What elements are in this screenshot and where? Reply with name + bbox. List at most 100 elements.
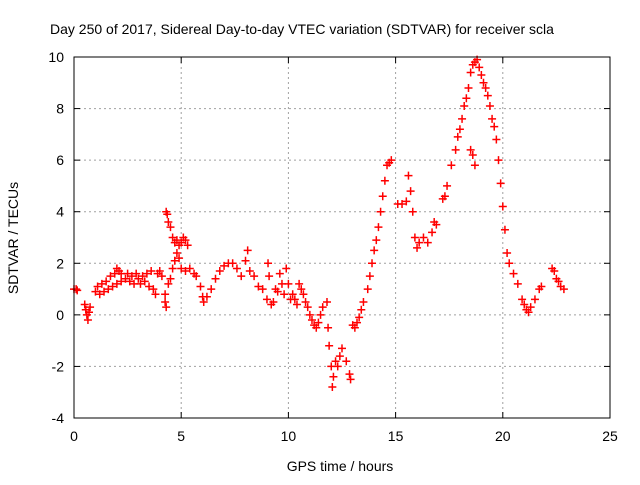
data-point: [104, 285, 113, 294]
y-axis-label: SDTVAR / TECUs: [5, 182, 21, 294]
plot-frame: [73, 56, 611, 419]
data-point: [488, 114, 497, 123]
data-point: [164, 218, 173, 227]
data-point: [408, 207, 417, 216]
data-point: [250, 272, 259, 281]
data-point: [241, 256, 250, 265]
data-point: [93, 282, 102, 291]
data-point: [232, 264, 241, 273]
data-point: [177, 238, 186, 247]
x-tick-label: 15: [388, 428, 404, 444]
data-point: [303, 303, 312, 312]
data-point: [192, 272, 201, 281]
data-point: [530, 295, 539, 304]
data-point: [316, 310, 325, 319]
x-tick-label: 0: [70, 428, 78, 444]
y-tick-label: -2: [52, 358, 65, 374]
data-point: [284, 279, 293, 288]
data-point: [415, 238, 424, 247]
x-tick-label: 10: [281, 428, 297, 444]
data-point: [282, 264, 291, 273]
data-point: [404, 171, 413, 180]
data-point: [297, 285, 306, 294]
data-point: [312, 323, 321, 332]
data-point: [368, 259, 377, 268]
data-point: [134, 274, 143, 283]
data-point: [245, 267, 254, 276]
data-point: [127, 272, 136, 281]
data-point: [243, 246, 252, 255]
data-point: [470, 161, 479, 170]
data-point: [374, 223, 383, 232]
data-point: [175, 254, 184, 263]
data-point: [151, 290, 160, 299]
data-point: [460, 101, 469, 110]
data-point: [86, 303, 95, 312]
data-point: [132, 269, 141, 278]
data-point: [196, 282, 205, 291]
data-point: [443, 181, 452, 190]
data-point: [301, 297, 310, 306]
data-point: [211, 274, 220, 283]
data-point: [550, 267, 559, 276]
data-point: [254, 282, 263, 291]
data-point: [490, 122, 499, 131]
data-point: [378, 192, 387, 201]
data-point: [509, 269, 518, 278]
data-point: [423, 238, 432, 247]
data-point: [503, 248, 512, 257]
data-point: [292, 300, 301, 309]
data-point: [181, 236, 190, 245]
data-point: [164, 279, 173, 288]
data-point: [273, 287, 282, 296]
data-point: [466, 68, 475, 77]
data-point: [280, 290, 289, 299]
data-point: [537, 282, 546, 291]
grid: [74, 57, 610, 418]
data-point: [554, 277, 563, 286]
data-point: [322, 297, 331, 306]
data-point: [464, 83, 473, 92]
data-point: [155, 267, 164, 276]
data-point: [338, 344, 346, 353]
data-point: [147, 267, 156, 276]
data-point: [363, 285, 372, 294]
data-point: [162, 303, 171, 312]
data-point: [305, 310, 314, 319]
data-point: [325, 341, 334, 350]
data-point: [518, 295, 527, 304]
data-point: [237, 272, 246, 281]
data-point: [559, 285, 568, 294]
data-point: [402, 197, 411, 206]
data-point: [108, 282, 117, 291]
data-point: [275, 269, 284, 278]
data-point: [123, 269, 132, 278]
y-tick-label: 8: [56, 101, 64, 117]
x-tick-label: 25: [602, 428, 618, 444]
data-point: [451, 145, 460, 154]
data-point: [215, 267, 224, 276]
data-point: [380, 176, 389, 185]
data-point: [183, 241, 192, 250]
data-point: [207, 285, 216, 294]
data-point: [492, 135, 501, 144]
data-points: [70, 55, 568, 392]
data-point: [262, 295, 271, 304]
data-point: [136, 279, 145, 288]
data-point: [447, 161, 456, 170]
data-point: [413, 243, 422, 252]
data-point: [307, 316, 316, 325]
data-point: [513, 279, 522, 288]
data-point: [324, 323, 333, 332]
data-point: [83, 316, 92, 325]
data-point: [85, 308, 94, 317]
data-point: [295, 279, 304, 288]
data-point: [372, 236, 381, 245]
data-point: [455, 125, 464, 134]
data-point: [318, 303, 327, 312]
data-point: [353, 318, 362, 327]
data-point: [138, 272, 147, 281]
data-point: [498, 202, 507, 211]
